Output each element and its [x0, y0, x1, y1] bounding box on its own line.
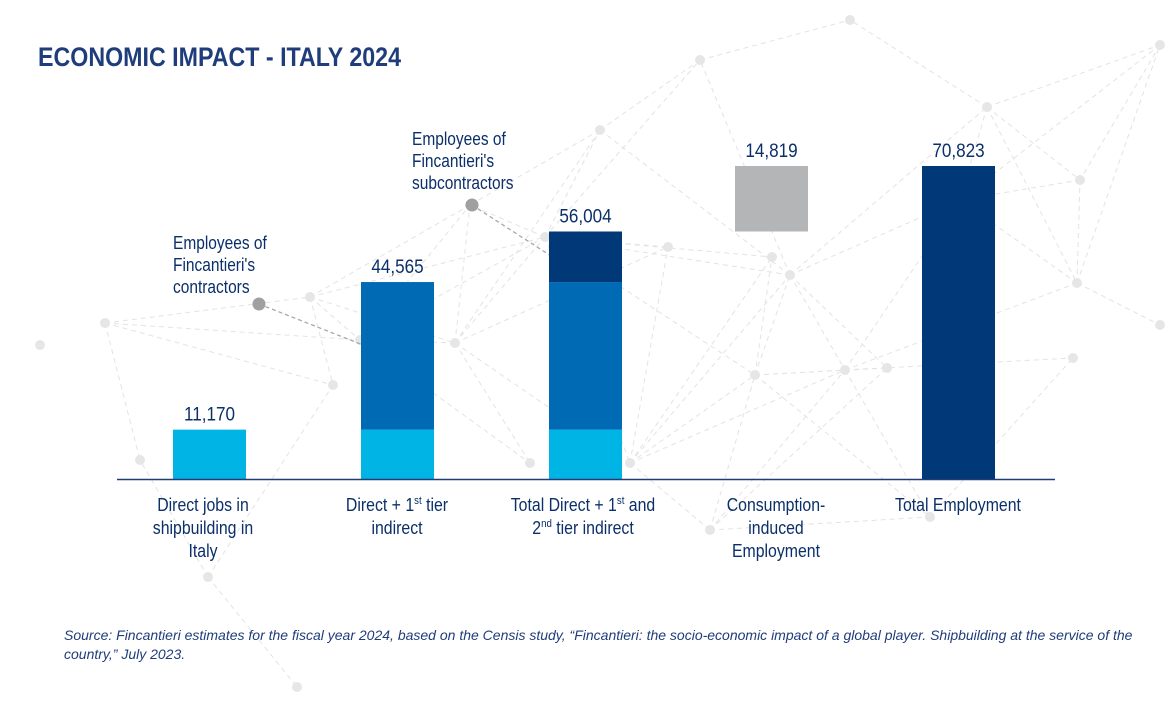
label-text: 2	[532, 518, 542, 538]
category-label-line: 2nd tier indirect	[508, 517, 658, 540]
bar-group: 11,170	[173, 404, 246, 479]
bar-segment	[735, 166, 808, 232]
callout-pointer-contractors	[252, 297, 364, 346]
callout-contractors: Employees of Fincantieri's contractors	[173, 232, 267, 298]
value-label: 44,565	[371, 256, 423, 277]
category-label-direct-1st-tier: Direct + 1st tier indirect	[322, 494, 472, 540]
bar-group: 14,819	[735, 140, 808, 232]
value-label: 11,170	[184, 404, 235, 425]
category-label-direct: Direct jobs in shipbuilding in Italy	[128, 494, 278, 563]
category-label-line: Direct + 1st tier	[322, 494, 472, 517]
bar-segment	[361, 282, 434, 430]
label-text: and	[624, 495, 656, 515]
bar-group: 56,004	[549, 206, 622, 479]
label-text: Direct + 1	[345, 495, 415, 515]
category-label-line: Employment	[731, 541, 821, 561]
category-label-line: Direct jobs in	[157, 495, 249, 515]
bar-segment	[549, 282, 622, 430]
page-title: ECONOMIC IMPACT - ITALY 2024	[38, 42, 401, 72]
bar-group: 44,565	[361, 256, 434, 479]
value-label: 70,823	[932, 140, 984, 161]
category-label-consumption: Consumption-induced Employment	[701, 494, 851, 563]
category-label-line: Italy	[188, 541, 218, 561]
category-label-line: Total Direct + 1st and	[508, 494, 658, 517]
value-label: 14,819	[745, 140, 797, 161]
bar-segment	[361, 429, 434, 479]
callout-line: Fincantieri's	[173, 255, 256, 275]
callout-line: Fincantieri's	[412, 151, 495, 171]
label-text: tier indirect	[551, 518, 634, 538]
category-label-line: shipbuilding in	[152, 518, 254, 538]
callout-line: subcontractors	[412, 173, 514, 193]
category-label-line: Consumption-induced	[726, 495, 826, 538]
callout-line: contractors	[173, 277, 250, 297]
label-superscript: st	[414, 495, 422, 507]
bar-segment	[922, 166, 995, 479]
category-label-total-direct: Total Direct + 1st and 2nd tier indirect	[508, 494, 658, 540]
bar-segment	[549, 429, 622, 479]
category-label-line: Total Employment	[895, 495, 1021, 515]
bar-segment	[549, 231, 622, 283]
category-label-line: indirect	[371, 518, 423, 538]
callout-line: Employees of	[173, 233, 267, 253]
bar-segment	[173, 429, 246, 479]
category-label-total-employment: Total Employment	[883, 494, 1033, 517]
label-text: Total Direct + 1	[510, 495, 617, 515]
callout-subcontractors: Employees of Fincantieri's subcontractor…	[412, 128, 514, 194]
source-note: Source: Fincantieri estimates for the fi…	[64, 627, 1133, 662]
label-superscript: nd	[541, 518, 552, 530]
bar-group: 70,823	[922, 140, 995, 479]
value-label: 56,004	[559, 206, 611, 227]
callout-line: Employees of	[412, 129, 506, 149]
label-superscript: st	[616, 495, 625, 507]
callout-pointer-subcontractors	[465, 198, 552, 257]
label-text: tier	[421, 495, 449, 515]
